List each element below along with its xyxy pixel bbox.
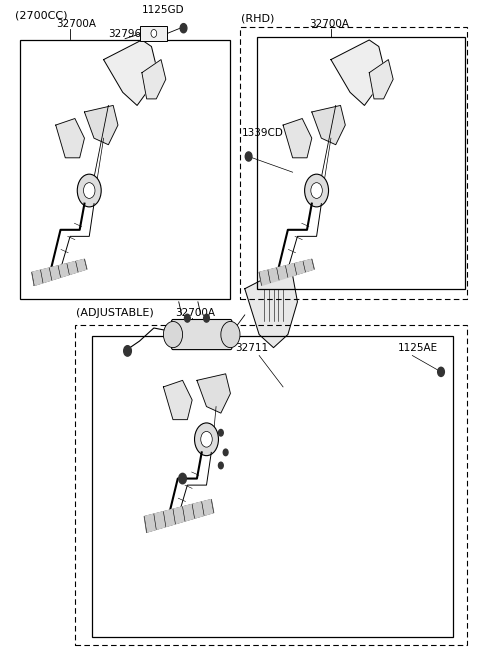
Circle shape: [311, 182, 323, 198]
Polygon shape: [283, 119, 312, 158]
Circle shape: [305, 174, 328, 207]
Circle shape: [218, 430, 223, 436]
Circle shape: [218, 462, 223, 469]
Text: 1125GD: 1125GD: [142, 5, 184, 15]
Bar: [257, 37, 465, 289]
Circle shape: [151, 30, 157, 37]
Text: 32700A: 32700A: [310, 19, 349, 29]
Circle shape: [163, 321, 182, 348]
Polygon shape: [312, 106, 345, 145]
Text: 32700A: 32700A: [56, 19, 96, 29]
Polygon shape: [369, 60, 393, 99]
Text: (2700CC): (2700CC): [15, 10, 68, 20]
Circle shape: [221, 321, 240, 348]
Circle shape: [124, 346, 132, 356]
Text: (ADJUSTABLE): (ADJUSTABLE): [76, 308, 154, 318]
Circle shape: [223, 449, 228, 456]
FancyBboxPatch shape: [171, 319, 232, 350]
Polygon shape: [142, 60, 166, 99]
Polygon shape: [84, 106, 118, 145]
Bar: [20, 40, 230, 298]
Bar: [75, 325, 468, 646]
Text: 32796: 32796: [108, 29, 142, 39]
Circle shape: [438, 367, 444, 377]
Circle shape: [180, 24, 187, 33]
Circle shape: [201, 432, 212, 447]
Polygon shape: [331, 40, 384, 106]
Bar: [141, 26, 167, 41]
Text: 32711: 32711: [235, 343, 268, 353]
Bar: [240, 27, 468, 298]
Polygon shape: [163, 380, 192, 420]
Bar: [92, 336, 453, 637]
Circle shape: [77, 174, 101, 207]
Circle shape: [184, 314, 190, 322]
Text: 1125AE: 1125AE: [398, 343, 438, 353]
Polygon shape: [245, 269, 298, 348]
Polygon shape: [197, 374, 230, 413]
Polygon shape: [104, 40, 156, 106]
Circle shape: [194, 423, 218, 456]
Polygon shape: [32, 259, 87, 285]
Polygon shape: [56, 119, 84, 158]
Polygon shape: [259, 259, 314, 285]
Text: 32700A: 32700A: [175, 308, 216, 318]
Circle shape: [179, 474, 186, 483]
Text: 1339CD: 1339CD: [241, 128, 283, 138]
Circle shape: [204, 314, 209, 322]
Circle shape: [84, 182, 95, 198]
Circle shape: [245, 152, 252, 161]
Polygon shape: [144, 499, 214, 532]
Text: (RHD): (RHD): [241, 14, 275, 24]
